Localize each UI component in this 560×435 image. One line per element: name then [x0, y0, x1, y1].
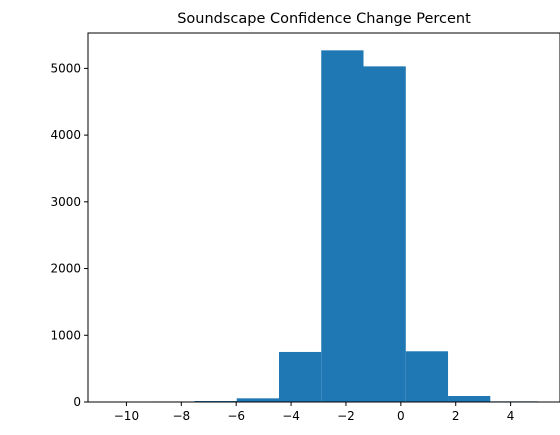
x-tick-label: −6	[227, 409, 245, 423]
histogram-bar	[321, 50, 364, 403]
x-tick-label: −4	[282, 409, 300, 423]
bars-group	[109, 50, 539, 403]
y-tick-label: 2000	[50, 262, 81, 276]
y-tick-label: 3000	[50, 195, 81, 209]
x-tick-label: −2	[337, 409, 355, 423]
histogram-bar	[405, 351, 449, 402]
x-tick-label: 0	[397, 409, 405, 423]
histogram-bar	[194, 400, 237, 402]
y-tick-label: 5000	[50, 61, 81, 75]
x-tick-label: 4	[507, 409, 515, 423]
histogram-bar	[363, 66, 406, 403]
x-axis: −10 −8 −6 −4 −2 0 2 4	[114, 402, 515, 423]
x-tick-label: −10	[114, 409, 139, 423]
histogram-bar	[236, 398, 279, 402]
x-tick-label: 2	[452, 409, 460, 423]
y-tick-label: 1000	[50, 328, 81, 342]
y-tick-label: 4000	[50, 128, 81, 142]
x-tick-label: −8	[172, 409, 190, 423]
histogram-bar	[278, 351, 322, 402]
histogram-bar	[448, 395, 491, 402]
chart-title: Soundscape Confidence Change Percent	[177, 11, 471, 27]
plot-frame	[87, 32, 560, 403]
y-axis: 0 1000 2000 3000 4000 5000	[50, 61, 88, 409]
y-tick-label: 0	[73, 395, 81, 409]
